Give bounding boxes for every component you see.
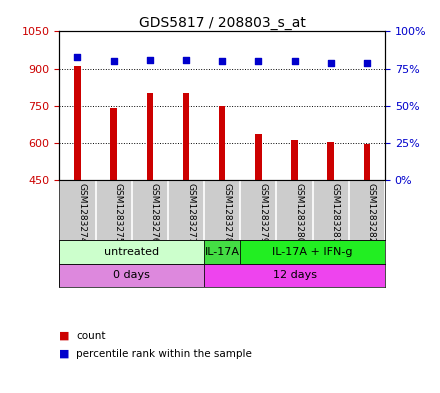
Point xyxy=(363,59,370,66)
Point xyxy=(219,58,226,64)
Text: GSM1283282: GSM1283282 xyxy=(367,183,376,243)
Bar xyxy=(74,66,81,180)
Bar xyxy=(183,94,189,180)
Text: ■: ■ xyxy=(59,349,70,359)
Bar xyxy=(291,140,298,180)
Title: GDS5817 / 208803_s_at: GDS5817 / 208803_s_at xyxy=(139,17,306,30)
Text: GSM1283279: GSM1283279 xyxy=(258,183,268,244)
Bar xyxy=(240,241,385,264)
Text: GSM1283275: GSM1283275 xyxy=(114,183,123,244)
Bar xyxy=(255,134,262,180)
Point xyxy=(327,59,334,66)
Point xyxy=(74,53,81,60)
Bar xyxy=(327,141,334,180)
Bar xyxy=(59,241,204,264)
Text: IL-17A: IL-17A xyxy=(205,247,240,257)
Point xyxy=(183,57,190,63)
Point xyxy=(147,57,154,63)
Text: GSM1283277: GSM1283277 xyxy=(186,183,195,244)
Bar xyxy=(219,106,225,180)
Text: GSM1283281: GSM1283281 xyxy=(331,183,340,244)
Text: percentile rank within the sample: percentile rank within the sample xyxy=(76,349,252,359)
Text: IL-17A + IFN-g: IL-17A + IFN-g xyxy=(272,247,353,257)
Bar xyxy=(147,94,153,180)
Text: untreated: untreated xyxy=(104,247,159,257)
Bar xyxy=(204,241,240,264)
Text: ■: ■ xyxy=(59,331,70,341)
Text: GSM1283280: GSM1283280 xyxy=(294,183,304,244)
Point xyxy=(291,58,298,64)
Text: GSM1283276: GSM1283276 xyxy=(150,183,159,244)
Bar xyxy=(363,144,370,180)
Point xyxy=(255,58,262,64)
Bar xyxy=(204,264,385,287)
Text: GSM1283274: GSM1283274 xyxy=(77,183,87,243)
Bar xyxy=(59,264,204,287)
Text: 0 days: 0 days xyxy=(114,270,150,280)
Text: 12 days: 12 days xyxy=(272,270,316,280)
Text: GSM1283278: GSM1283278 xyxy=(222,183,231,244)
Point xyxy=(110,58,117,64)
Bar xyxy=(110,108,117,180)
Text: count: count xyxy=(76,331,106,341)
